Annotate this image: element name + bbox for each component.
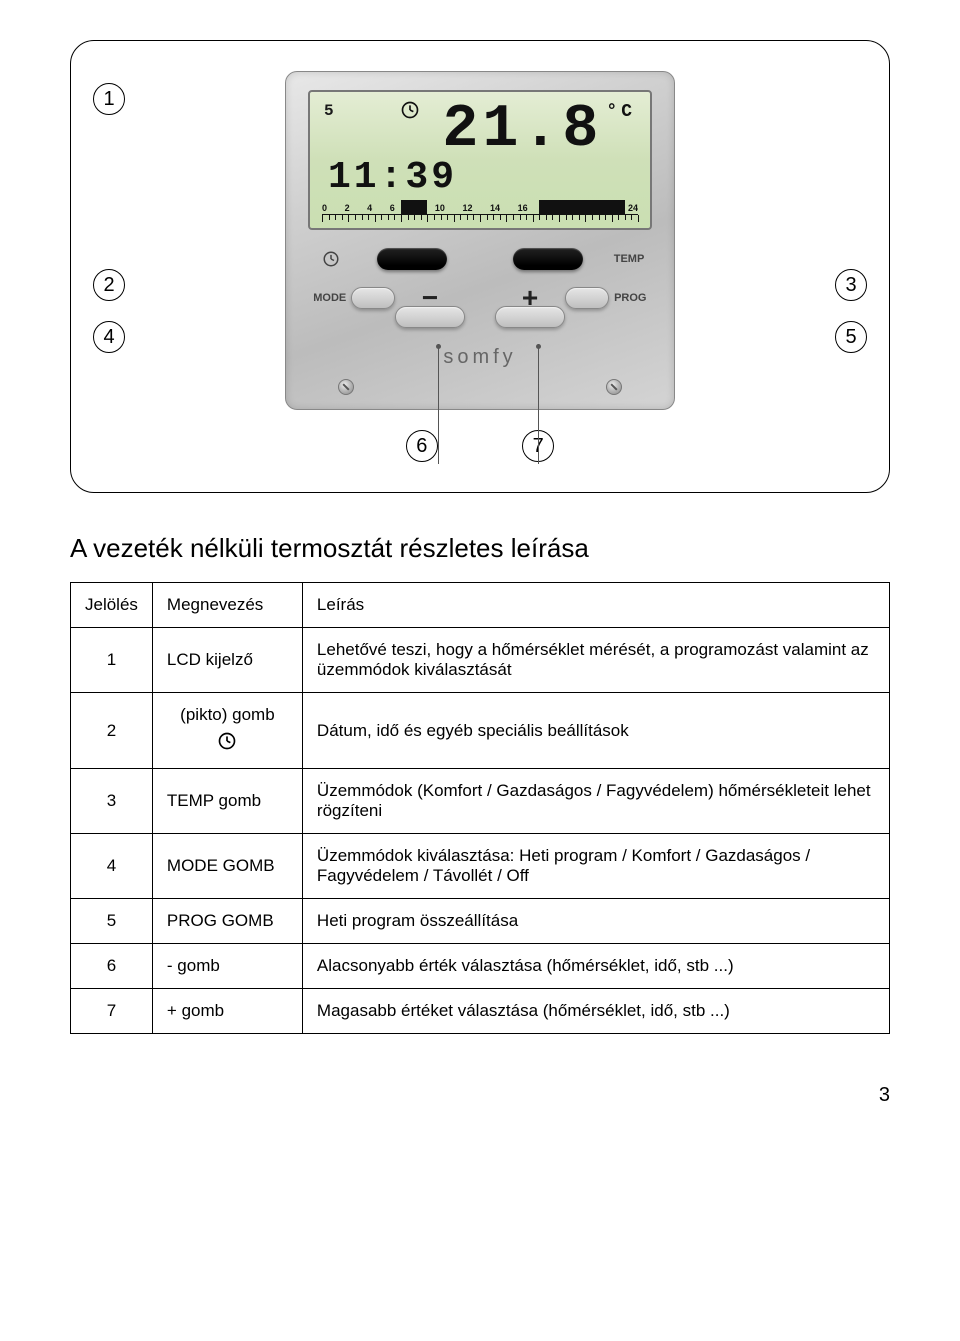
brand-logo: somfy: [308, 346, 652, 369]
callout-5: 5: [835, 321, 867, 353]
cell-jeloles: 7: [71, 989, 153, 1034]
clock-icon: [217, 731, 237, 756]
cell-megnevezes: TEMP gomb: [152, 769, 302, 834]
cell-jeloles: 6: [71, 944, 153, 989]
clock-button-icon: [308, 250, 354, 268]
cell-leiras: Lehetővé teszi, hogy a hőmérséklet mérés…: [302, 628, 889, 693]
cell-jeloles: 4: [71, 834, 153, 899]
table-row: 4MODE GOMBÜzemmódok kiválasztása: Heti p…: [71, 834, 890, 899]
cell-megnevezes: MODE GOMB: [152, 834, 302, 899]
thermostat-device: 5 21.8 °C 11:39 024681012141618202224: [285, 71, 675, 410]
callout-3: 3: [835, 269, 867, 301]
clock-icon: [400, 100, 420, 120]
clock-button[interactable]: [377, 248, 447, 270]
cell-megnevezes: - gomb: [152, 944, 302, 989]
temp-label: TEMP: [606, 253, 652, 265]
screw-row: [308, 379, 652, 395]
leader-line-7: [538, 344, 539, 464]
leader-dot-7: [536, 344, 541, 349]
cell-jeloles: 3: [71, 769, 153, 834]
cell-leiras: Heti program összeállítása: [302, 899, 889, 944]
leader-dot-6: [436, 344, 441, 349]
lcd-day-number: 5: [324, 102, 334, 120]
plus-button[interactable]: [495, 306, 565, 328]
section-title: A vezeték nélküli termosztát részletes l…: [70, 533, 890, 564]
callout-4: 4: [93, 321, 125, 353]
page-number: 3: [70, 1084, 890, 1107]
cell-jeloles: 2: [71, 693, 153, 769]
prog-button[interactable]: [565, 287, 609, 309]
col-header-jeloles: Jelölés: [71, 583, 153, 628]
button-row-1: TEMP: [308, 248, 652, 270]
lcd-program-bars: [322, 200, 638, 214]
minus-button[interactable]: [395, 306, 465, 328]
temp-button[interactable]: [513, 248, 583, 270]
button-row-2: MODE − + PROG: [308, 284, 652, 312]
col-header-leiras: Leírás: [302, 583, 889, 628]
prog-label: PROG: [609, 292, 652, 304]
mode-label: MODE: [308, 292, 351, 304]
table-row: 7+ gombMagasabb értéket választása (hőmé…: [71, 989, 890, 1034]
table-row: 3TEMP gombÜzemmódok (Komfort / Gazdaságo…: [71, 769, 890, 834]
cell-megnevezes: PROG GOMB: [152, 899, 302, 944]
lcd-display: 5 21.8 °C 11:39 024681012141618202224: [308, 90, 652, 230]
cell-leiras: Magasabb értéket választása (hőmérséklet…: [302, 989, 889, 1034]
leader-line-6: [438, 344, 439, 464]
table-row: 2(pikto) gombDátum, idő és egyéb speciál…: [71, 693, 890, 769]
callout-6: 6: [406, 430, 438, 462]
cell-megnevezes: (pikto) gomb: [152, 693, 302, 769]
cell-leiras: Üzemmódok kiválasztása: Heti program / K…: [302, 834, 889, 899]
bottom-callouts: 6 7: [111, 430, 849, 462]
lcd-time: 11:39: [328, 156, 457, 199]
screw-right: [606, 379, 622, 395]
cell-leiras: Dátum, idő és egyéb speciális beállításo…: [302, 693, 889, 769]
device-frame: 1 2 3 4 5 5 21.8 °C 11:39 02468101214161…: [70, 40, 890, 493]
callout-2: 2: [93, 269, 125, 301]
cell-jeloles: 1: [71, 628, 153, 693]
cell-megnevezes: + gomb: [152, 989, 302, 1034]
cell-jeloles: 5: [71, 899, 153, 944]
screw-left: [338, 379, 354, 395]
callout-1: 1: [93, 83, 125, 115]
mode-button[interactable]: [351, 287, 395, 309]
cell-leiras: Alacsonyabb érték választása (hőmérsékle…: [302, 944, 889, 989]
lcd-temperature-value: 21.8: [442, 96, 602, 164]
cell-megnevezes: LCD kijelző: [152, 628, 302, 693]
table-row: 6- gombAlacsonyabb érték választása (hőm…: [71, 944, 890, 989]
table-row: 1LCD kijelzőLehetővé teszi, hogy a hőmér…: [71, 628, 890, 693]
description-table: Jelölés Megnevezés Leírás 1LCD kijelzőLe…: [70, 582, 890, 1034]
col-header-megnevezes: Megnevezés: [152, 583, 302, 628]
lcd-temperature: 21.8 °C: [442, 96, 636, 164]
cell-leiras: Üzemmódok (Komfort / Gazdaságos / Fagyvé…: [302, 769, 889, 834]
table-row: 5PROG GOMBHeti program összeállítása: [71, 899, 890, 944]
lcd-temperature-unit: °C: [606, 102, 636, 122]
